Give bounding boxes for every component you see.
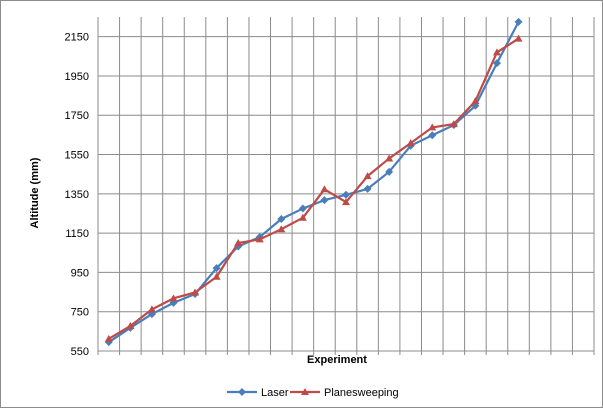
planesweeping-point <box>126 322 135 330</box>
x-axis-title: Experiment <box>307 354 367 366</box>
planesweeping-point <box>169 294 178 302</box>
planesweeping-line <box>108 37 520 340</box>
legend-label: Laser <box>261 387 289 399</box>
planesweeping-point <box>277 225 286 233</box>
y-tick-label: 750 <box>71 307 89 319</box>
planesweeping-point <box>255 235 264 243</box>
laser-point <box>212 264 221 273</box>
laser-point <box>363 184 372 193</box>
planesweeping-point <box>471 97 480 105</box>
y-tick-label: 1350 <box>65 189 89 201</box>
planesweeping-point <box>406 139 415 147</box>
laser-point <box>492 59 501 68</box>
series-lines <box>104 17 523 347</box>
laser-point <box>342 190 350 199</box>
y-tick-label: 1150 <box>65 228 89 240</box>
laser-point <box>514 17 523 26</box>
planesweeping-point <box>147 305 156 313</box>
planesweeping-point <box>298 213 307 221</box>
laser-point <box>298 204 307 213</box>
planesweeping-point <box>492 48 501 56</box>
series-planesweeping <box>104 34 523 342</box>
y-tick-label: 1550 <box>65 150 89 162</box>
planesweeping-point <box>104 334 113 342</box>
y-tick-label: 550 <box>71 346 89 358</box>
planesweeping-point <box>342 198 350 206</box>
y-axis-title: Altitude (mm) <box>29 157 41 228</box>
laser-point <box>277 214 286 223</box>
laser-point <box>428 131 437 140</box>
axes: 550 750 950 1150 1350 1550 1750 1950 2150 <box>65 17 595 358</box>
legend-item-planesweeping: Planesweeping <box>290 387 399 399</box>
planesweeping-point <box>385 154 394 162</box>
legend-label: Planesweeping <box>324 387 399 399</box>
planesweeping-point <box>449 120 458 128</box>
legend: Laser Planesweeping <box>227 387 399 399</box>
y-tick-label: 2150 <box>65 32 89 44</box>
planesweeping-point <box>428 123 437 131</box>
legend-item-laser: Laser <box>227 387 289 399</box>
y-tick-label: 1750 <box>65 110 89 122</box>
legend-marker <box>238 388 246 396</box>
legend-marker <box>301 388 309 395</box>
planesweeping-point <box>212 272 221 280</box>
y-tick-label: 950 <box>71 267 89 279</box>
planesweeping-point <box>363 172 372 180</box>
planesweeping-point <box>191 288 200 296</box>
planesweeping-point <box>514 34 523 42</box>
planesweeping-point <box>320 185 329 193</box>
planesweeping-point <box>234 238 243 246</box>
laser-point <box>320 196 329 205</box>
y-tick-label: 1950 <box>65 71 89 83</box>
laser-point <box>385 167 394 176</box>
